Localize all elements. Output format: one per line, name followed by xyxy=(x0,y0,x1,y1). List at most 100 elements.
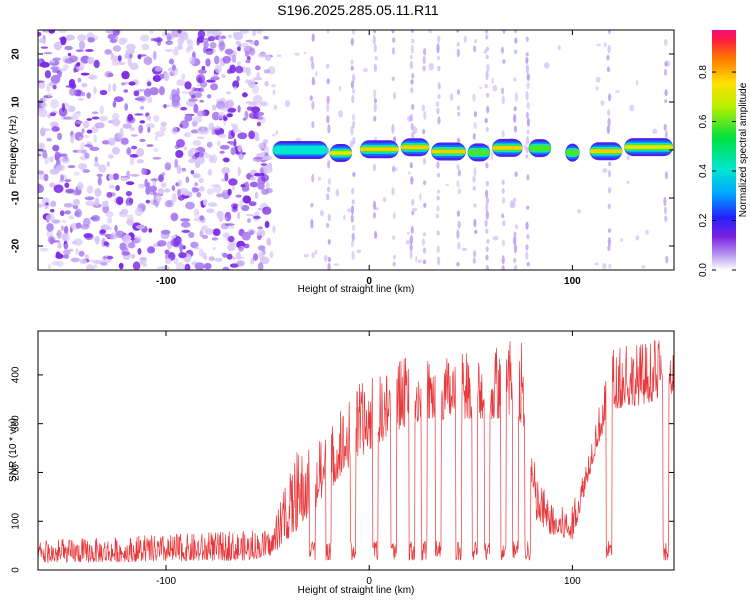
noise-blob xyxy=(490,152,493,160)
streak-dot xyxy=(485,162,489,169)
noise-blob xyxy=(259,101,269,107)
noise-blob xyxy=(61,220,67,223)
noise-blob xyxy=(164,258,172,265)
noise-blob xyxy=(56,151,62,159)
noise-blob xyxy=(245,39,254,43)
streak-dot xyxy=(350,205,355,215)
streak-dot xyxy=(456,30,460,33)
streak-dot xyxy=(607,245,611,252)
noise-blob xyxy=(208,256,215,262)
streak-dot xyxy=(326,63,330,69)
streak-dot xyxy=(485,34,489,40)
streak-dot xyxy=(665,255,669,264)
noise-blob xyxy=(86,118,93,121)
noise-blob xyxy=(86,144,93,148)
y-tick-label: 20 xyxy=(11,48,22,60)
noise-blob xyxy=(125,81,129,85)
noise-blob xyxy=(239,30,250,34)
noise-blob xyxy=(52,85,57,90)
noise-blob xyxy=(121,70,130,80)
streak-dot xyxy=(457,137,461,144)
streak-dot xyxy=(327,160,331,169)
streak-dot xyxy=(326,30,330,34)
streak-dot xyxy=(607,117,611,127)
noise-blob xyxy=(50,200,57,208)
noise-blob xyxy=(178,252,187,259)
noise-blob xyxy=(118,37,127,46)
noise-blob xyxy=(148,228,153,233)
streak-dot xyxy=(373,44,377,53)
noise-blob xyxy=(217,133,227,138)
noise-blob xyxy=(112,45,122,52)
noise-blob xyxy=(232,186,235,191)
noise-blob xyxy=(120,137,129,145)
streak-dot xyxy=(422,157,427,165)
noise-blob xyxy=(192,140,202,146)
streak-dot xyxy=(327,239,331,245)
noise-blob xyxy=(97,176,102,186)
streak-dot xyxy=(664,89,668,96)
noise-blob xyxy=(207,169,213,176)
noise-blob xyxy=(105,30,116,34)
noise-blob xyxy=(64,58,75,64)
noise-blob xyxy=(48,30,56,34)
streak-dot xyxy=(486,239,490,244)
noise-blob xyxy=(194,262,205,270)
streak-dot xyxy=(436,205,440,212)
noise-blob xyxy=(260,172,265,177)
noise-blob xyxy=(164,200,173,208)
streak-dot xyxy=(392,212,396,220)
noise-blob xyxy=(182,245,186,250)
noise-blob xyxy=(228,178,238,186)
streak-dot xyxy=(326,115,330,124)
noise-blob xyxy=(272,225,276,234)
noise-blob xyxy=(143,56,153,66)
noise-blob xyxy=(196,136,205,140)
noise-blob xyxy=(175,150,184,158)
noise-blob xyxy=(224,211,232,222)
noise-blob xyxy=(46,137,52,142)
noise-blob xyxy=(83,233,93,239)
streak-dot xyxy=(485,71,489,80)
noise-blob xyxy=(206,79,216,83)
streak-dot xyxy=(409,60,413,70)
noise-blob xyxy=(136,159,144,164)
noise-blob xyxy=(72,189,82,196)
noise-blob xyxy=(158,174,164,183)
noise-blob xyxy=(129,127,136,131)
streak-dot xyxy=(607,237,612,247)
streak-dot xyxy=(501,265,505,270)
noise-blob xyxy=(263,145,269,155)
noise-blob xyxy=(382,197,387,203)
streak-dot xyxy=(373,89,377,99)
streak-dot xyxy=(436,107,440,115)
noise-blob xyxy=(233,31,244,41)
colorbar-tick-label: 0.4 xyxy=(698,164,709,178)
noise-blob xyxy=(664,38,668,46)
streak-dot xyxy=(350,65,354,71)
noise-blob xyxy=(635,79,639,86)
noise-blob xyxy=(193,115,203,123)
noise-blob xyxy=(50,60,55,63)
noise-blob xyxy=(194,182,198,187)
noise-blob xyxy=(51,219,61,224)
noise-blob xyxy=(138,54,147,57)
noise-blob xyxy=(134,113,144,116)
noise-blob xyxy=(303,51,307,55)
noise-blob xyxy=(103,241,109,247)
noise-blob xyxy=(119,242,127,251)
noise-blob xyxy=(87,37,95,43)
noise-blob xyxy=(157,38,162,46)
noise-blob xyxy=(125,197,134,206)
noise-blob xyxy=(104,49,112,55)
streak-dot xyxy=(410,87,414,94)
streak-dot xyxy=(607,228,612,233)
noise-blob xyxy=(492,236,499,241)
y-tick-label: 400 xyxy=(11,366,22,383)
streak-dot xyxy=(513,114,517,123)
noise-blob xyxy=(176,139,185,148)
streak-dot xyxy=(392,37,396,43)
noise-blob xyxy=(152,75,161,82)
noise-blob xyxy=(230,147,236,156)
streak-dot xyxy=(310,218,314,229)
